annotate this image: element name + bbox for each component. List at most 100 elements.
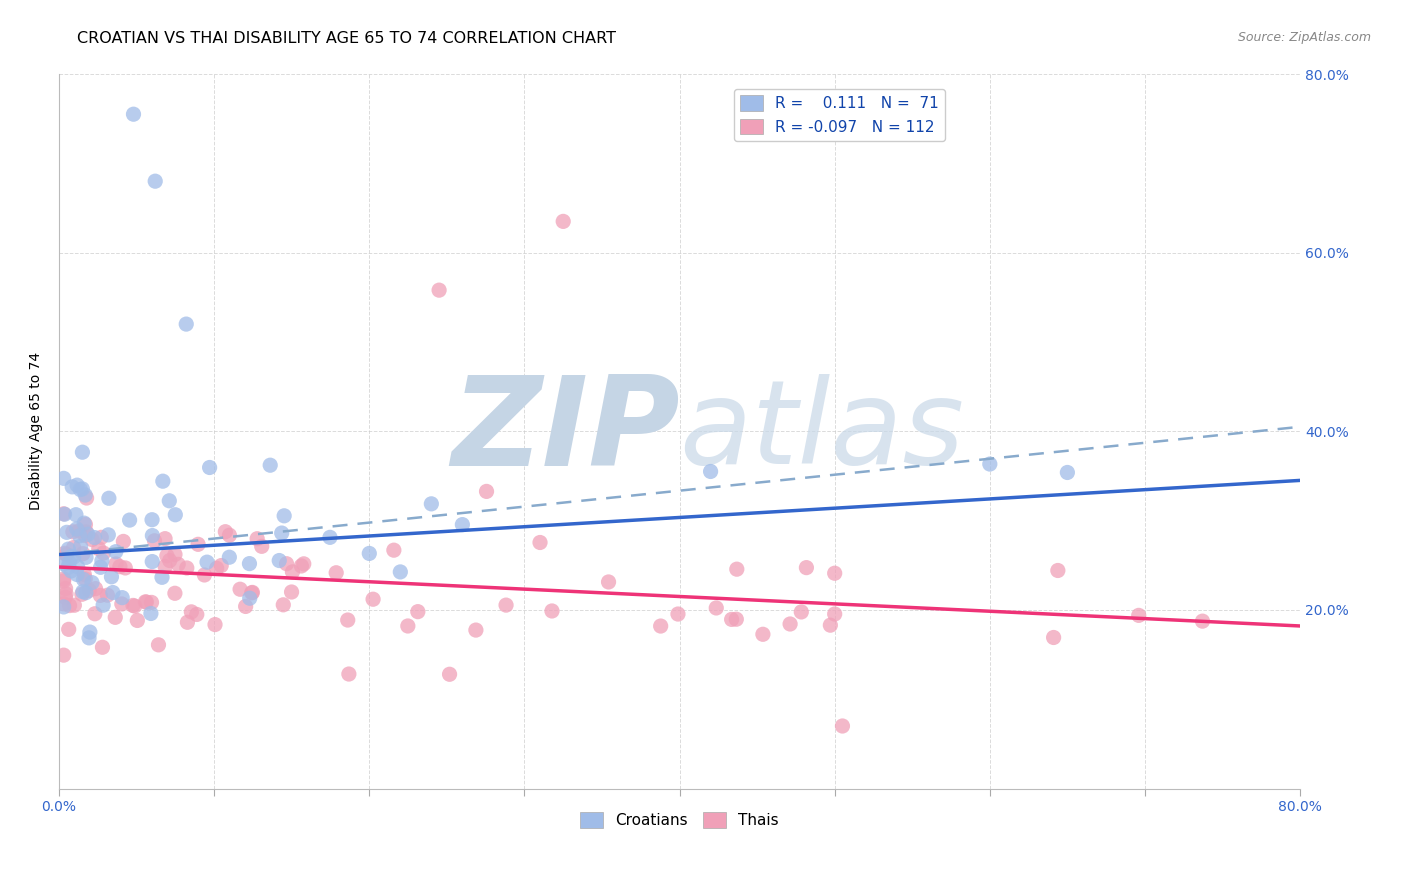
Point xyxy=(77,583,100,598)
Point xyxy=(180,605,202,619)
Point xyxy=(420,497,443,511)
Point xyxy=(464,623,486,637)
Point xyxy=(336,613,359,627)
Point xyxy=(80,533,103,547)
Point xyxy=(193,568,215,582)
Point xyxy=(141,555,163,569)
Point xyxy=(359,546,381,560)
Point xyxy=(141,528,163,542)
Point xyxy=(62,524,84,539)
Point xyxy=(389,565,412,579)
Text: atlas: atlas xyxy=(679,375,965,488)
Point xyxy=(218,550,240,565)
Point xyxy=(187,537,209,551)
Point xyxy=(134,595,156,609)
Point xyxy=(143,533,166,548)
Point xyxy=(1128,608,1150,623)
Point xyxy=(60,564,83,578)
Point xyxy=(84,582,107,596)
Point xyxy=(752,627,775,641)
Point xyxy=(52,507,75,521)
Point xyxy=(824,566,846,581)
Point xyxy=(290,558,312,573)
Point xyxy=(97,491,120,506)
Point xyxy=(100,570,122,584)
Point xyxy=(118,513,141,527)
Point xyxy=(666,607,689,621)
Point xyxy=(1056,466,1078,480)
Point xyxy=(127,614,149,628)
Point xyxy=(90,554,112,568)
Point xyxy=(156,549,179,563)
Point xyxy=(157,493,180,508)
Point xyxy=(90,530,112,544)
Point xyxy=(451,517,474,532)
Point xyxy=(240,586,263,600)
Point xyxy=(83,531,105,545)
Point xyxy=(204,617,226,632)
Point xyxy=(80,575,103,590)
Point xyxy=(337,667,360,681)
Point xyxy=(790,605,813,619)
Point xyxy=(90,560,112,574)
Point xyxy=(76,527,98,541)
Point xyxy=(270,526,292,541)
Point xyxy=(114,561,136,575)
Point xyxy=(1042,631,1064,645)
Point xyxy=(62,541,84,555)
Point xyxy=(406,605,429,619)
Point xyxy=(650,619,672,633)
Point xyxy=(218,528,240,542)
Point xyxy=(101,585,124,599)
Point xyxy=(97,528,120,542)
Point xyxy=(165,508,187,522)
Point xyxy=(105,557,128,571)
Point xyxy=(704,601,727,615)
Point xyxy=(186,607,208,622)
Point xyxy=(796,560,818,574)
Point xyxy=(96,588,118,602)
Point xyxy=(66,567,89,582)
Point xyxy=(91,598,114,612)
Text: Source: ZipAtlas.com: Source: ZipAtlas.com xyxy=(1237,31,1371,45)
Point xyxy=(439,667,461,681)
Point xyxy=(72,584,94,599)
Point xyxy=(176,561,198,575)
Point xyxy=(153,559,176,574)
Point xyxy=(55,548,77,562)
Point xyxy=(174,317,197,331)
Point xyxy=(122,107,145,121)
Point xyxy=(139,607,162,621)
Point xyxy=(167,558,190,572)
Text: ZIP: ZIP xyxy=(451,371,679,491)
Point xyxy=(60,480,83,494)
Point xyxy=(52,471,75,485)
Point xyxy=(475,484,498,499)
Point xyxy=(396,619,419,633)
Point xyxy=(271,598,294,612)
Point xyxy=(361,592,384,607)
Point xyxy=(75,572,97,586)
Point xyxy=(52,557,75,571)
Point xyxy=(72,482,94,496)
Point xyxy=(58,599,80,613)
Point xyxy=(73,516,96,530)
Point xyxy=(58,556,80,570)
Point xyxy=(725,562,748,576)
Point xyxy=(56,560,79,574)
Point xyxy=(176,615,198,630)
Point xyxy=(720,612,742,626)
Point xyxy=(70,587,93,601)
Point xyxy=(529,535,551,549)
Point xyxy=(55,587,77,601)
Point xyxy=(72,445,94,459)
Point xyxy=(53,591,76,605)
Point xyxy=(111,597,134,611)
Point xyxy=(83,607,105,621)
Point xyxy=(141,595,163,609)
Point xyxy=(325,566,347,580)
Point xyxy=(239,591,262,606)
Point xyxy=(292,557,315,571)
Point xyxy=(238,557,260,571)
Text: CROATIAN VS THAI DISABILITY AGE 65 TO 74 CORRELATION CHART: CROATIAN VS THAI DISABILITY AGE 65 TO 74… xyxy=(77,31,616,46)
